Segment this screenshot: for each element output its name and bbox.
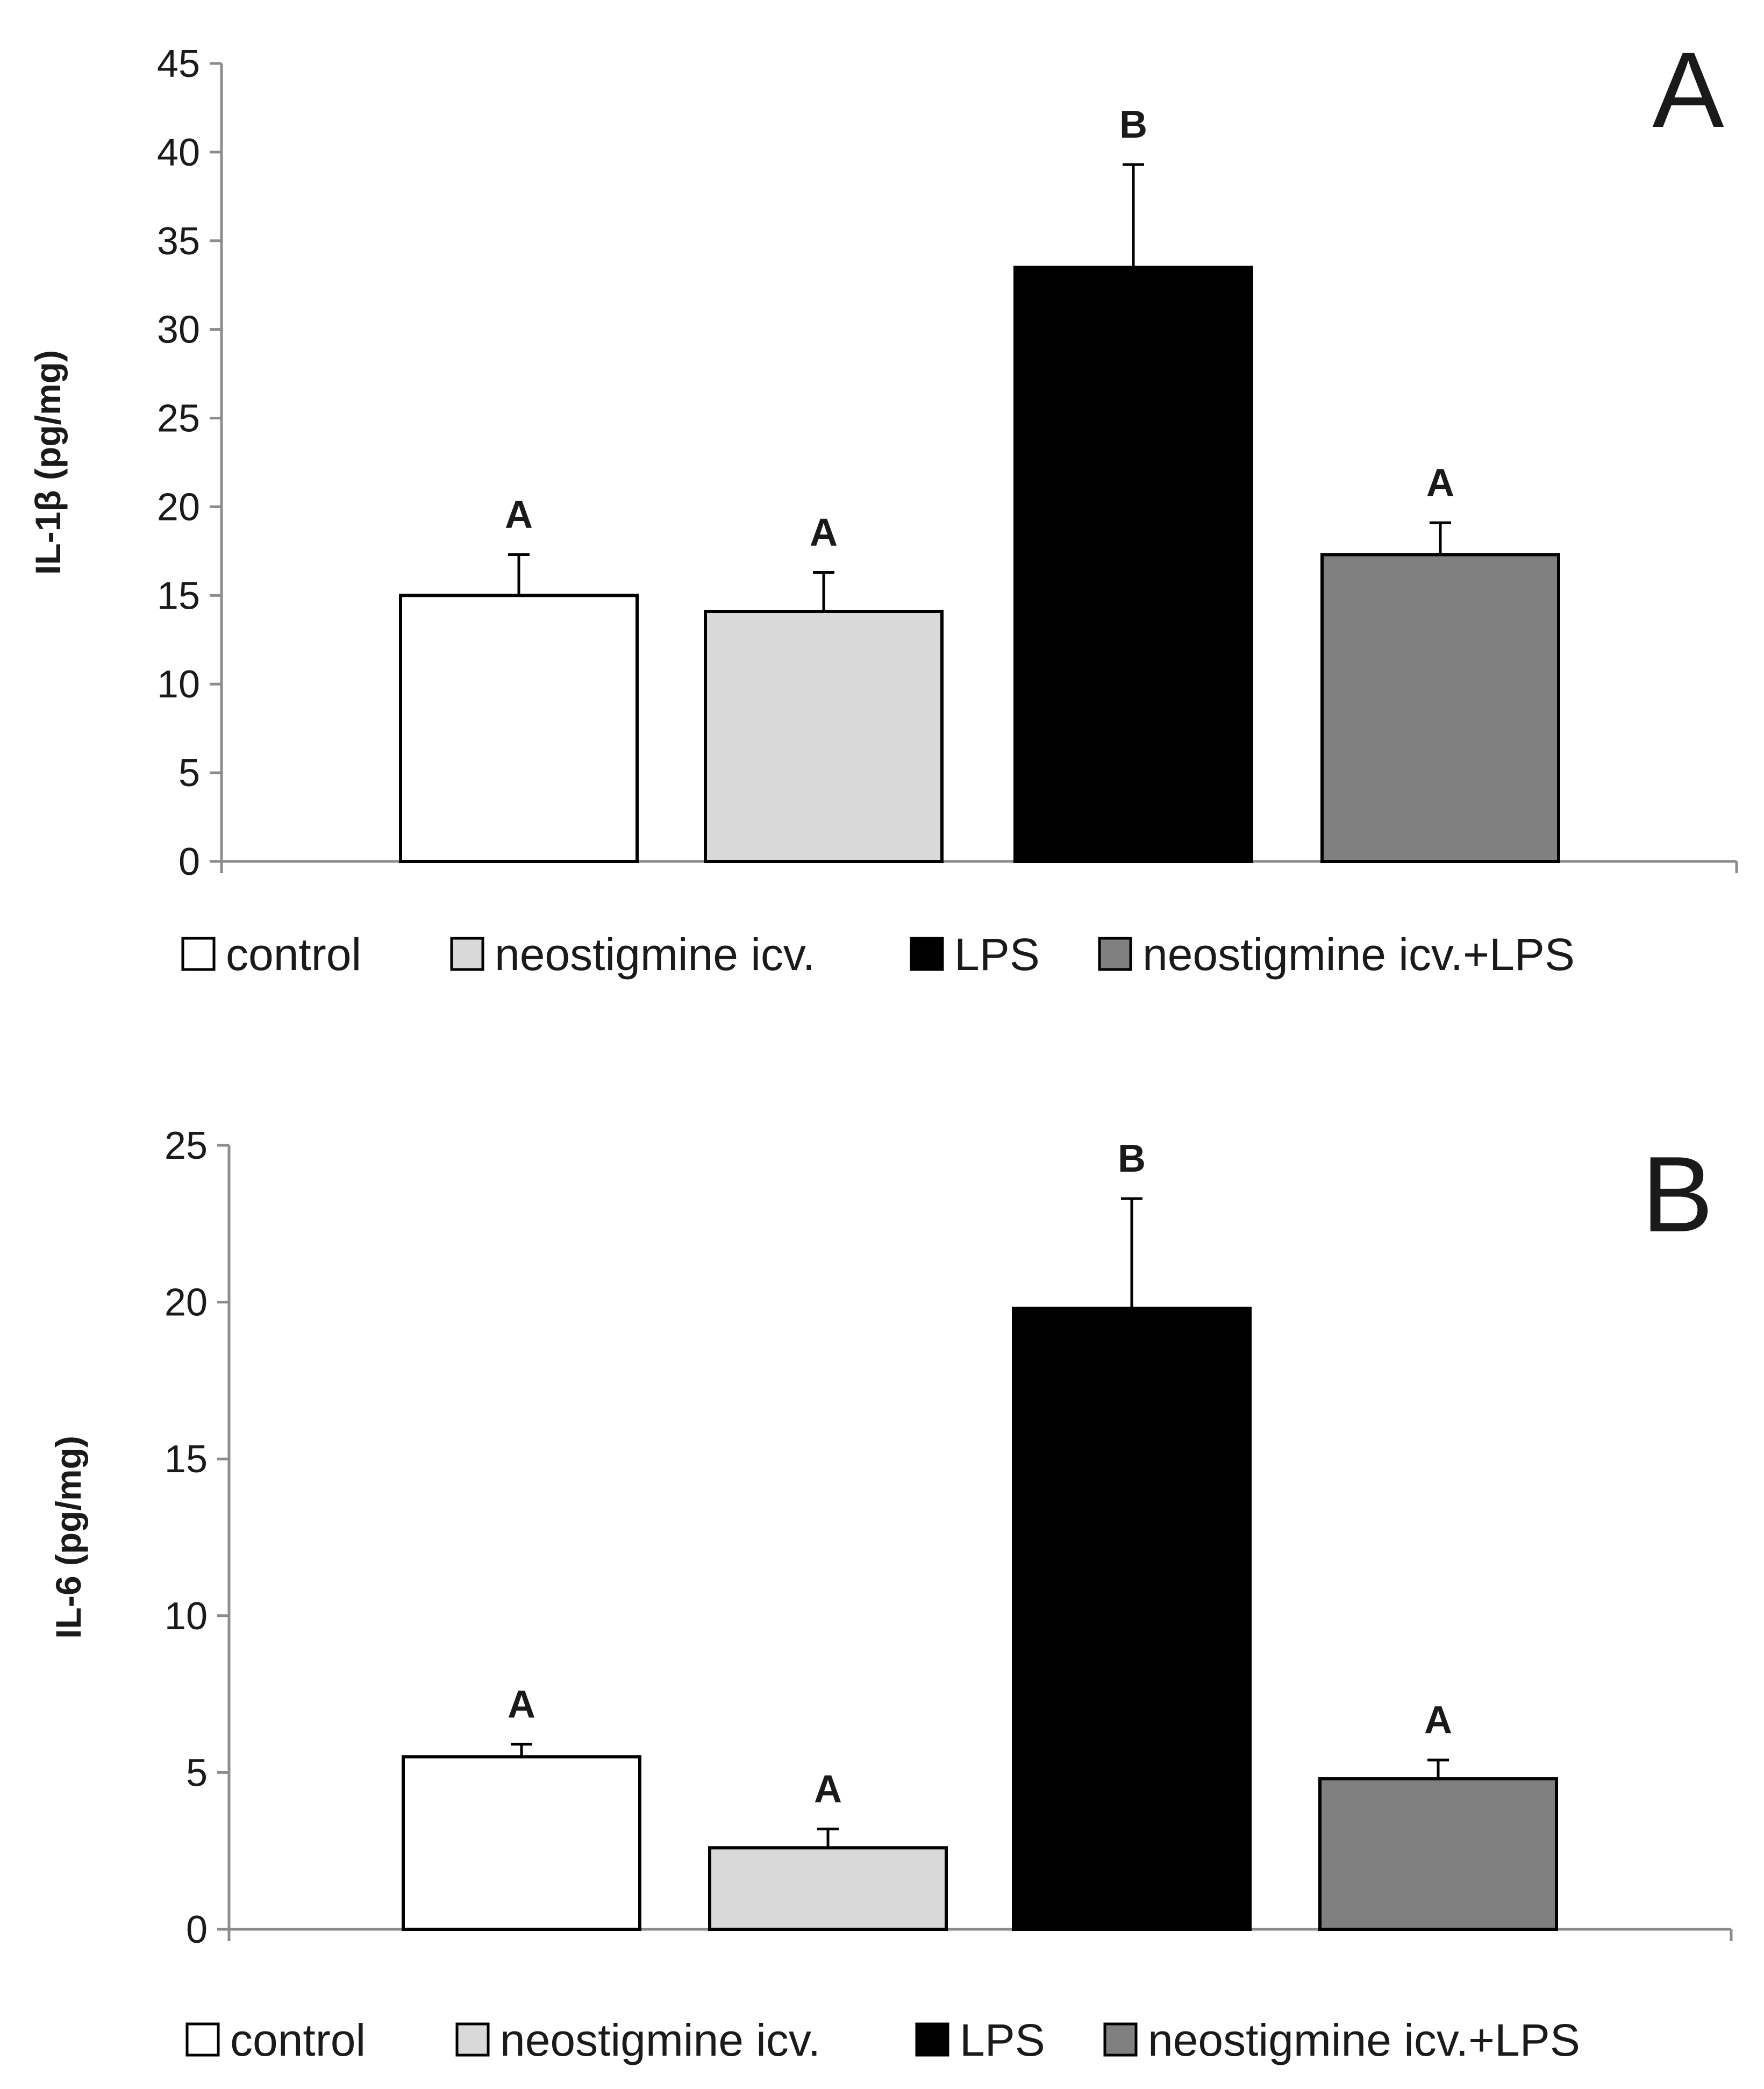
significance-label: B — [1118, 1137, 1146, 1180]
y-axis-label: IL-1β (pg/mg) — [28, 350, 68, 575]
bar — [704, 610, 944, 863]
significance-label: A — [508, 1683, 535, 1726]
y-tick-label: 0 — [186, 1908, 208, 1951]
y-axis-label: IL-6 (pg/mg) — [48, 1436, 88, 1639]
y-tick-label: 45 — [157, 42, 200, 85]
bar — [1012, 1307, 1252, 1931]
legend-label: neostigmine icv.+LPS — [1148, 2015, 1580, 2065]
y-tick-label: 20 — [157, 486, 200, 529]
y-tick-label: 15 — [165, 1438, 208, 1481]
y-tick-label: 25 — [165, 1124, 208, 1167]
legend-label: LPS — [960, 2015, 1045, 2065]
panel-label: B — [1641, 1135, 1713, 1254]
significance-label: B — [1119, 103, 1147, 146]
legend-label: LPS — [954, 929, 1040, 980]
y-tick-label: 10 — [157, 663, 200, 706]
legend-swatch — [1098, 937, 1132, 971]
chart-panel-a: 0 5 10 15 20 25 30 35 40 45 IL-1β (pg/mg) A A A B Acont… — [28, 30, 1738, 980]
legend-label: control — [230, 2015, 366, 2065]
bar — [399, 594, 639, 864]
legend: control neostigmine icv. LPS neostigmine ic… — [181, 929, 1575, 980]
legend-swatch — [455, 2022, 490, 2057]
y-tick-label: 5 — [186, 1751, 208, 1794]
significance-label: A — [814, 1767, 842, 1810]
y-tick-label: 30 — [157, 309, 200, 352]
significance-label: A — [1426, 461, 1454, 504]
legend-swatch — [915, 2022, 949, 2057]
bar — [1013, 266, 1253, 864]
bar — [708, 1846, 948, 1931]
panel-label: A — [1652, 30, 1724, 150]
legend-label: neostigmine icv. — [495, 929, 815, 980]
y-tick-label: 40 — [157, 131, 200, 174]
significance-label: A — [810, 511, 838, 554]
significance-label: A — [505, 493, 533, 536]
legend-swatch — [910, 937, 944, 971]
legend-swatch — [450, 937, 484, 971]
significance-label: A — [1424, 1699, 1452, 1742]
bar — [402, 1755, 641, 1931]
legend-label: control — [226, 929, 361, 980]
y-tick-label: 10 — [165, 1595, 208, 1638]
legend-swatch — [181, 937, 216, 971]
legend-swatch — [185, 2022, 220, 2057]
legend-label: neostigmine icv. — [500, 2015, 820, 2065]
y-tick-label: 25 — [157, 397, 200, 440]
y-tick-label: 20 — [165, 1281, 208, 1324]
y-tick-label: 15 — [157, 574, 200, 617]
bar — [1318, 1777, 1558, 1931]
y-tick-label: 35 — [157, 220, 200, 263]
y-tick-label: 0 — [178, 840, 200, 883]
legend: control neostigmine icv. LPS neostigmine ic… — [185, 2015, 1580, 2065]
legend-swatch — [1103, 2022, 1138, 2057]
y-tick-label: 5 — [178, 752, 200, 795]
bar — [1320, 553, 1560, 864]
legend-label: neostigmine icv.+LPS — [1142, 929, 1575, 980]
